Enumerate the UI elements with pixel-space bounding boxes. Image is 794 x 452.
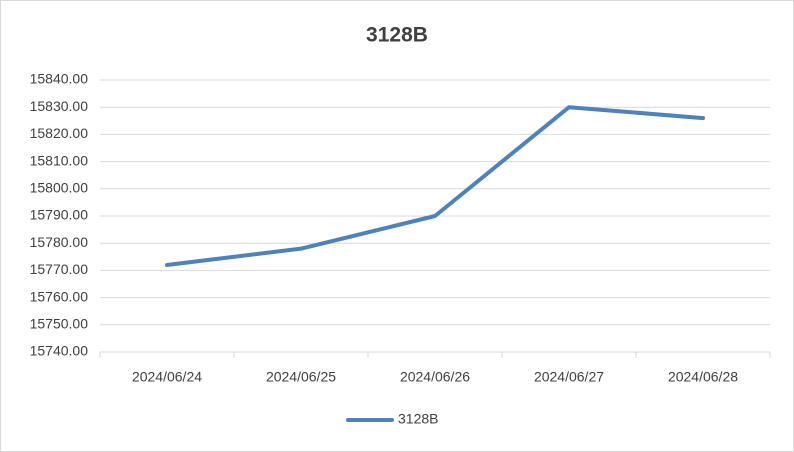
x-tick-label: 2024/06/24: [132, 369, 202, 385]
x-tick-label: 2024/06/27: [534, 369, 604, 385]
x-tick-label: 2024/06/28: [668, 369, 738, 385]
data-line: [165, 105, 705, 267]
y-tick-label: 15750.00: [30, 316, 89, 332]
y-tick-label: 15740.00: [30, 343, 89, 359]
chart-title: 3128B: [366, 24, 428, 47]
y-tick-label: 15800.00: [30, 180, 89, 196]
x-tick-label: 2024/06/25: [266, 369, 336, 385]
y-tick-label: 15780.00: [30, 234, 89, 250]
y-tick-label: 15770.00: [30, 261, 89, 277]
y-tick-label: 15820.00: [30, 125, 89, 141]
y-tick-label: 15830.00: [30, 98, 89, 114]
y-tick-label: 15760.00: [30, 288, 89, 304]
y-tick-label: 15840.00: [30, 71, 89, 87]
legend-label: 3128B: [398, 411, 438, 427]
x-tick-label: 2024/06/26: [400, 369, 470, 385]
y-tick-label: 15810.00: [30, 152, 89, 168]
y-tick-label: 15790.00: [30, 207, 89, 223]
